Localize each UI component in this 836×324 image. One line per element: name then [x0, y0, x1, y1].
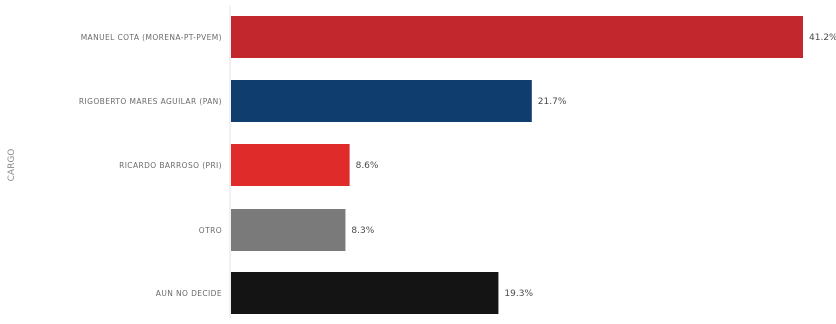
category-label: MANUEL COTA (MORENA-PT-PVEM): [81, 33, 222, 42]
category-label: AUN NO DECIDE: [156, 289, 222, 298]
category-label: OTRO: [199, 226, 222, 235]
bar: [231, 209, 346, 251]
value-label: 19.3%: [504, 289, 533, 299]
bar-group: OTRO 8.3%: [199, 209, 375, 251]
category-label: RIGOBERTO MARES AGUILAR (PAN): [79, 97, 222, 106]
value-label: 41.2%: [809, 33, 836, 43]
y-axis-title: CARGO: [7, 149, 17, 182]
value-label: 8.6%: [356, 161, 379, 171]
bar-group: RICARDO BARROSO (PRI) 8.6%: [119, 144, 379, 186]
bar: [231, 272, 499, 314]
bar-group: RIGOBERTO MARES AGUILAR (PAN) 21.7%: [79, 80, 567, 122]
bar: [231, 80, 532, 122]
bar: [231, 144, 350, 186]
category-label: RICARDO BARROSO (PRI): [119, 161, 222, 170]
bar-group: MANUEL COTA (MORENA-PT-PVEM) 41.2%: [81, 16, 836, 58]
bar-group: AUN NO DECIDE 19.3%: [156, 272, 533, 314]
value-label: 21.7%: [538, 97, 567, 107]
value-label: 8.3%: [351, 226, 374, 236]
bars-layer: MANUEL COTA (MORENA-PT-PVEM) 41.2% RIGOBER…: [79, 16, 836, 314]
bar: [231, 16, 803, 58]
